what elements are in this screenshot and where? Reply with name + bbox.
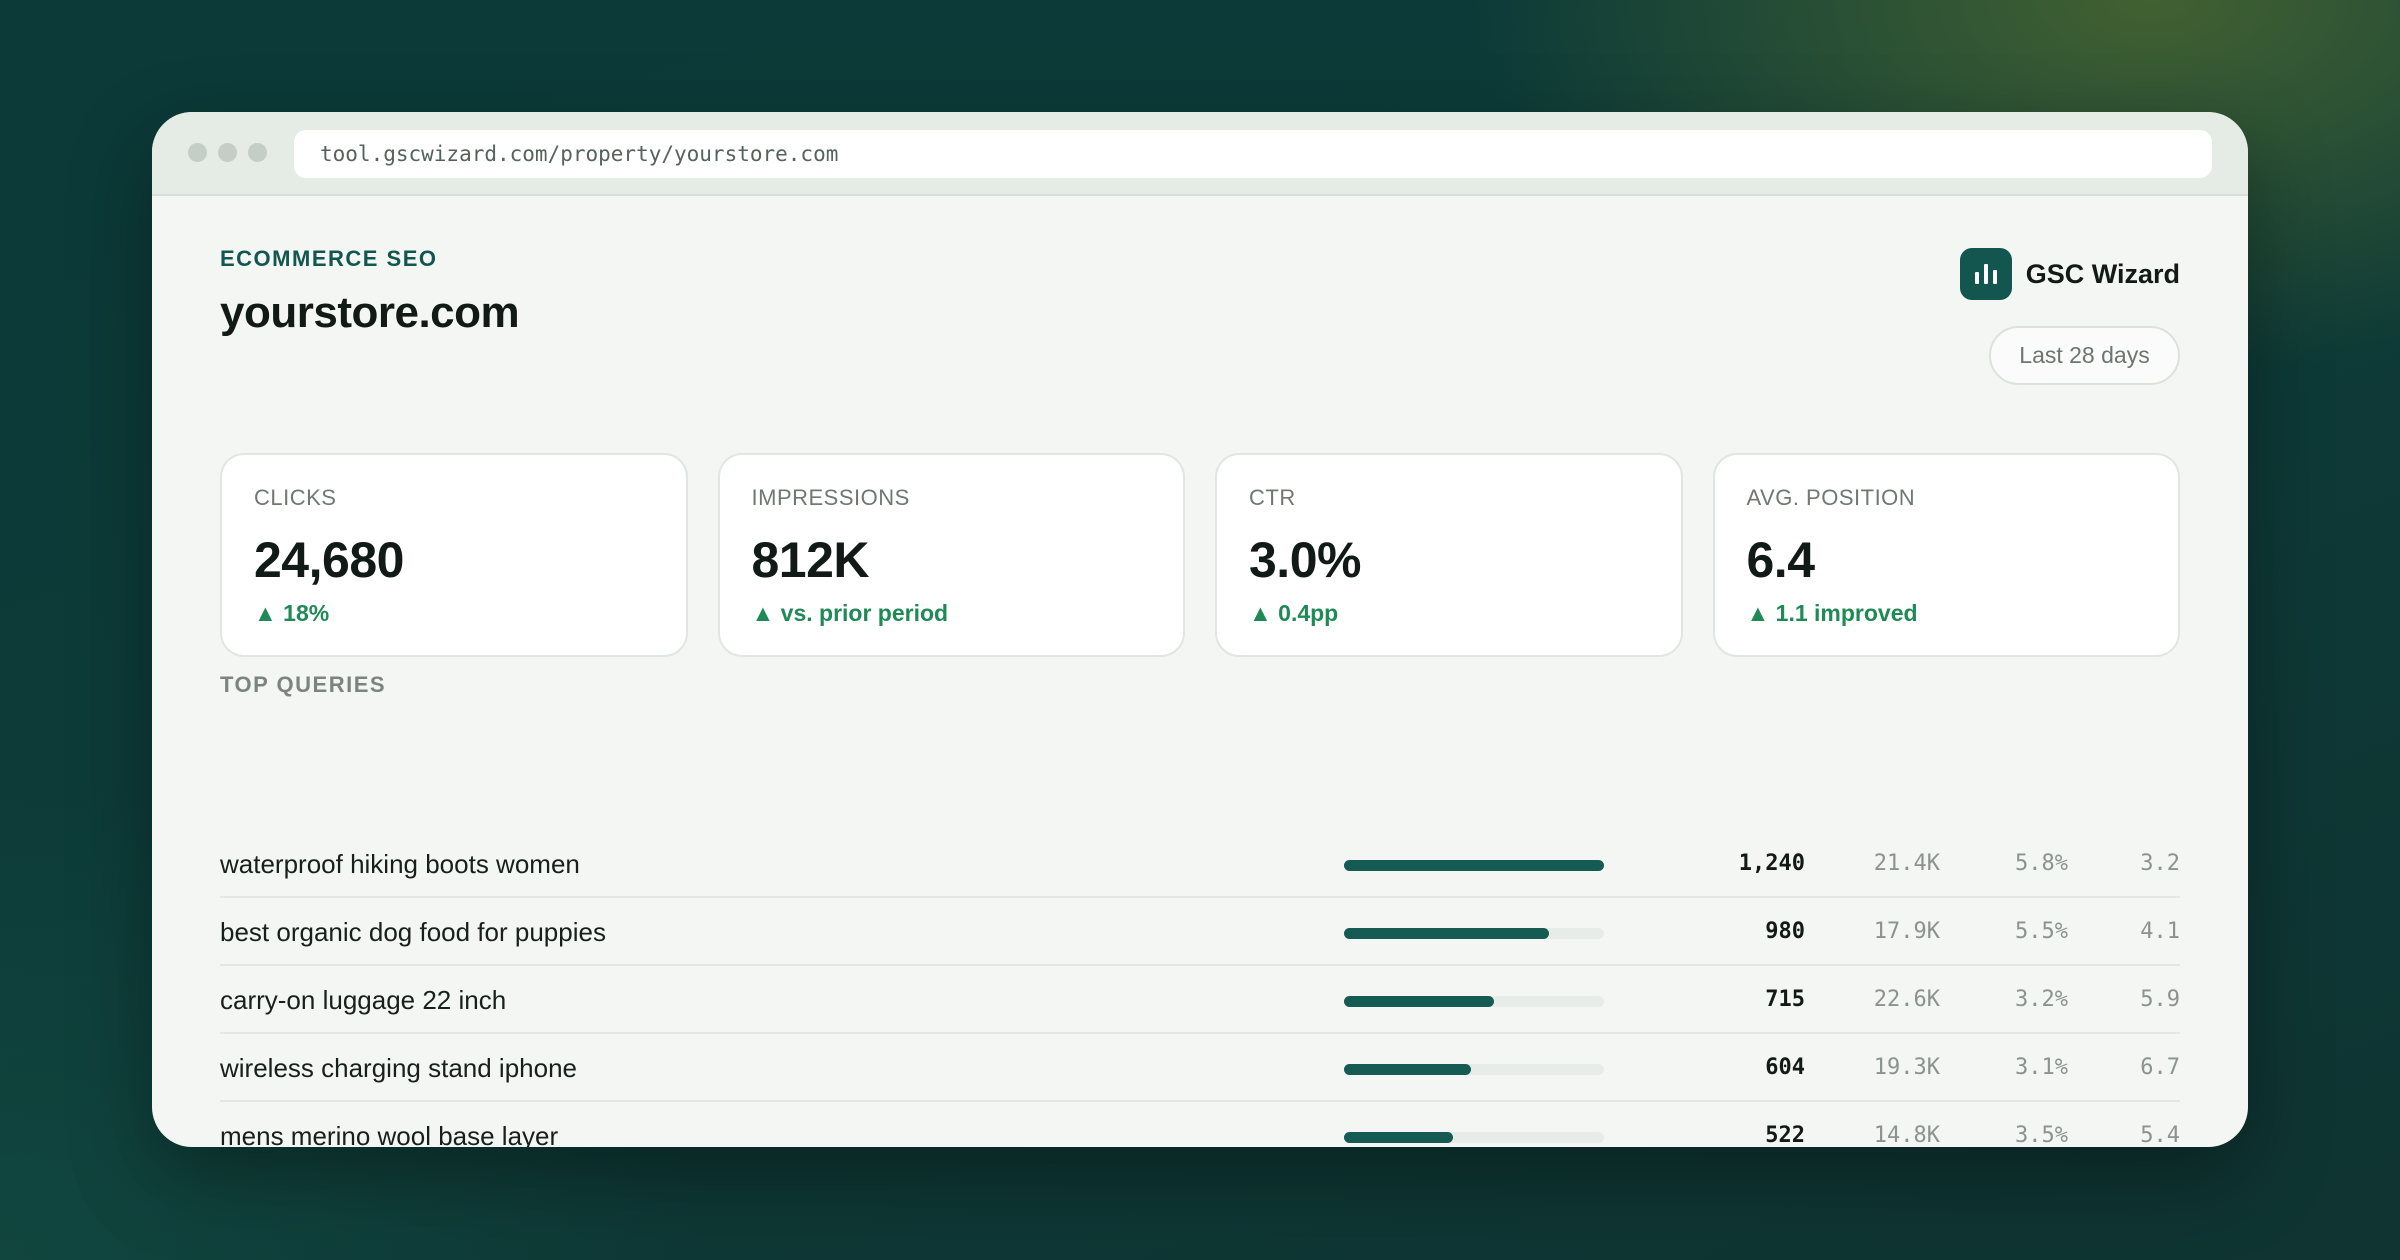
clicks-bar-fill [1344,1132,1454,1143]
metric-value: 812K [751,532,870,588]
query-position: 3.2 [2140,851,2180,876]
metric-value: 3.0% [1249,532,1361,588]
brand-name: GSC Wizard [2025,258,2180,289]
query-ctr: 3.2% [2015,987,2068,1012]
query-text: best organic dog food for puppies [220,917,606,947]
query-impressions: 17.9K [1873,919,1940,944]
metric-label: IMPRESSIONS [751,485,910,510]
query-row[interactable]: wireless charging stand iphone 604 19.3K… [220,1034,2180,1102]
metric-label: CLICKS [254,485,337,510]
browser-window: tool.gscwizard.com/property/yourstore.co… [152,112,2248,1147]
query-text: carry-on luggage 22 inch [220,985,507,1015]
window-maximize-dot[interactable] [248,143,267,162]
metric-label: CTR [1249,485,1296,510]
query-text: waterproof hiking boots women [220,849,580,879]
clicks-bar-fill [1344,996,1495,1007]
query-text: wireless charging stand iphone [220,1053,577,1083]
query-ctr: 5.5% [2015,919,2068,944]
clicks-bar-fill [1344,1064,1471,1075]
metric-delta: ▲ 18% [254,600,330,626]
metric-value: 24,680 [254,532,404,588]
query-row[interactable]: waterproof hiking boots women 1,240 21.4… [220,830,2180,898]
metric-card-ctr: CTR 3.0% ▲ 0.4pp [1215,453,1683,657]
top-queries-list: waterproof hiking boots women 1,240 21.4… [220,830,2180,1147]
query-impressions: 19.3K [1873,1055,1940,1080]
metric-delta: ▲ vs. prior period [751,600,949,626]
clicks-bar [1344,996,1604,1007]
metric-delta: ▲ 1.1 improved [1746,600,1918,626]
metric-value: 6.4 [1746,532,1816,588]
window-minimize-dot[interactable] [218,143,237,162]
query-ctr: 3.1% [2015,1055,2068,1080]
window-close-dot[interactable] [188,143,207,162]
query-text: mens merino wool base layer [220,1121,559,1147]
bar-chart-icon [1959,248,2012,300]
query-position: 6.7 [2140,1055,2180,1080]
query-position: 5.9 [2140,987,2180,1012]
clicks-bar [1344,860,1604,871]
clicks-bar-fill [1344,860,1604,871]
query-impressions: 22.6K [1873,987,1940,1012]
query-row[interactable]: best organic dog food for puppies 980 17… [220,898,2180,966]
clicks-bar [1344,1064,1604,1075]
metric-card-impressions: IMPRESSIONS 812K ▲ vs. prior period [717,453,1185,657]
query-impressions: 21.4K [1873,851,1940,876]
query-ctr: 5.8% [2015,851,2068,876]
clicks-bar-fill [1344,928,1550,939]
page-title: yourstore.com [220,288,520,337]
metric-delta: ▲ 0.4pp [1249,600,1339,626]
query-ctr: 3.5% [2015,1123,2068,1147]
query-row[interactable]: mens merino wool base layer 522 14.8K 3.… [220,1102,2180,1147]
query-impressions: 14.8K [1873,1123,1940,1147]
section-kicker: ECOMMERCE SEO [220,246,438,271]
metric-cards: CLICKS 24,680 ▲ 18% IMPRESSIONS 812K ▲ v… [220,453,2180,657]
query-position: 4.1 [2140,919,2180,944]
brand[interactable]: GSC Wizard [1959,248,2180,300]
query-clicks: 715 [1765,987,1805,1012]
query-clicks: 522 [1765,1123,1805,1147]
query-clicks: 604 [1765,1055,1805,1080]
dashboard: ECOMMERCE SEO yourstore.com GSC Wizard L… [220,196,2180,1147]
metric-label: AVG. POSITION [1746,485,1916,510]
query-clicks: 1,240 [1738,851,1805,876]
query-clicks: 980 [1765,919,1805,944]
clicks-bar [1344,928,1604,939]
clicks-bar [1344,1132,1604,1143]
query-row[interactable]: carry-on luggage 22 inch 715 22.6K 3.2% … [220,966,2180,1034]
metric-card-clicks: CLICKS 24,680 ▲ 18% [220,453,688,657]
metric-card-avg-position: AVG. POSITION 6.4 ▲ 1.1 improved [1712,453,2180,657]
date-range-button[interactable]: Last 28 days [1989,326,2180,385]
address-bar[interactable]: tool.gscwizard.com/property/yourstore.co… [294,130,2212,178]
top-queries-title: TOP QUERIES [220,672,387,697]
query-position: 5.4 [2140,1123,2180,1147]
browser-toolbar: tool.gscwizard.com/property/yourstore.co… [152,112,2248,196]
